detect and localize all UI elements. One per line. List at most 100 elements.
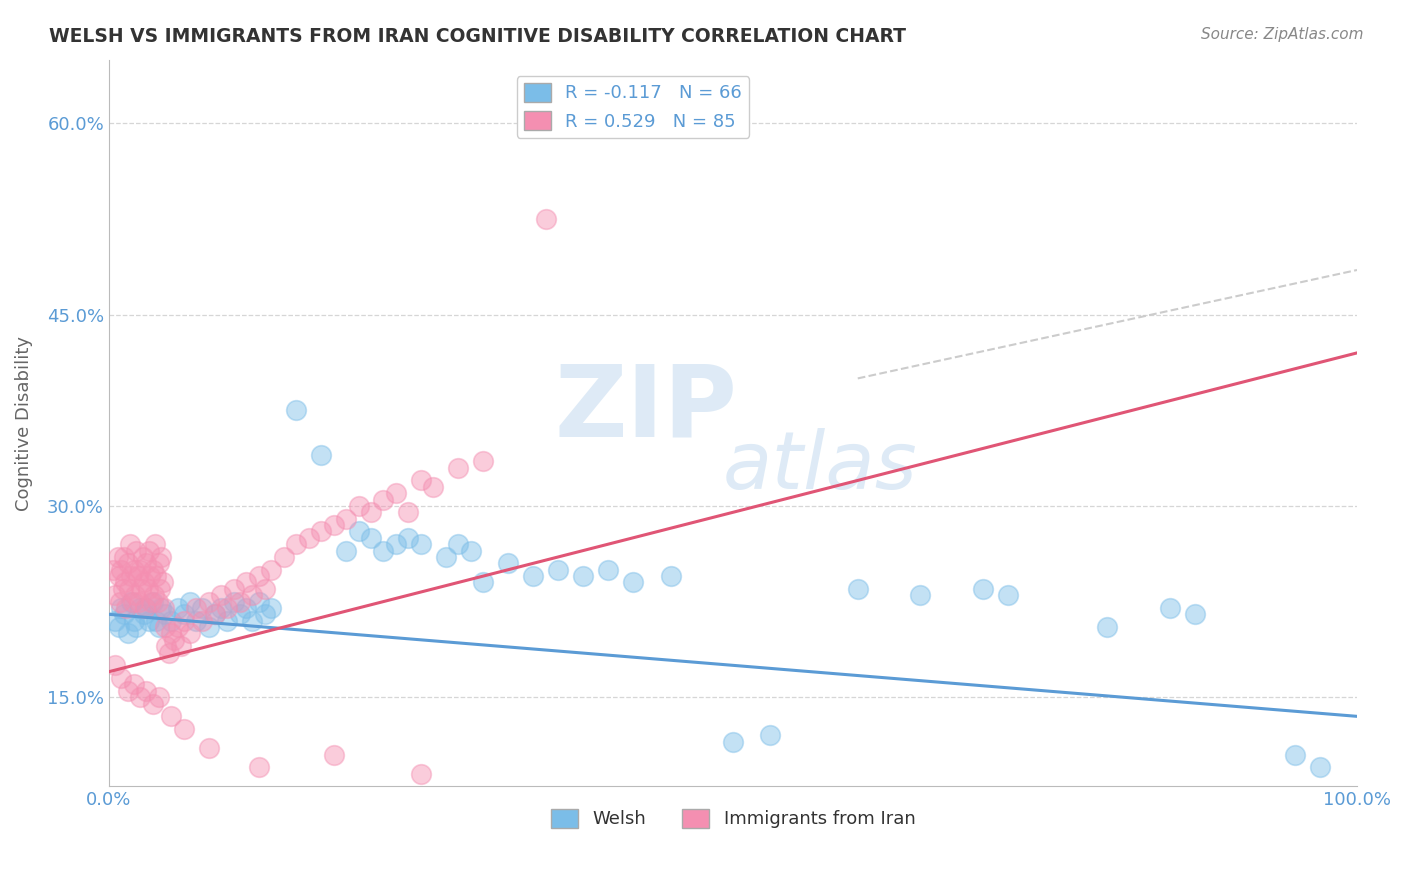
- Point: [129, 563, 152, 577]
- Point: [104, 588, 127, 602]
- Point: [170, 639, 193, 653]
- Point: [153, 607, 176, 622]
- Point: [285, 537, 308, 551]
- Point: [186, 614, 208, 628]
- Point: [152, 575, 174, 590]
- Point: [148, 557, 170, 571]
- Point: [160, 626, 183, 640]
- Point: [142, 563, 165, 577]
- Point: [1284, 747, 1306, 762]
- Point: [409, 474, 432, 488]
- Point: [335, 511, 357, 525]
- Point: [108, 594, 131, 608]
- Point: [242, 588, 264, 602]
- Point: [135, 601, 157, 615]
- Point: [145, 569, 167, 583]
- Point: [173, 607, 195, 622]
- Point: [191, 614, 214, 628]
- Point: [229, 594, 252, 608]
- Point: [142, 697, 165, 711]
- Point: [142, 588, 165, 602]
- Point: [125, 543, 148, 558]
- Point: [197, 741, 219, 756]
- Point: [145, 614, 167, 628]
- Point: [134, 601, 156, 615]
- Point: [598, 563, 620, 577]
- Point: [142, 594, 165, 608]
- Point: [135, 683, 157, 698]
- Point: [621, 575, 644, 590]
- Point: [373, 492, 395, 507]
- Point: [148, 690, 170, 705]
- Point: [125, 620, 148, 634]
- Point: [128, 594, 150, 608]
- Point: [173, 722, 195, 736]
- Point: [721, 735, 744, 749]
- Point: [124, 588, 146, 602]
- Point: [160, 614, 183, 628]
- Point: [285, 403, 308, 417]
- Point: [1184, 607, 1206, 622]
- Point: [120, 537, 142, 551]
- Point: [409, 766, 432, 780]
- Point: [117, 626, 139, 640]
- Point: [197, 594, 219, 608]
- Point: [217, 614, 239, 628]
- Point: [179, 594, 201, 608]
- Point: [191, 601, 214, 615]
- Point: [146, 594, 169, 608]
- Point: [117, 557, 139, 571]
- Point: [179, 626, 201, 640]
- Point: [222, 594, 245, 608]
- Point: [1309, 760, 1331, 774]
- Point: [373, 543, 395, 558]
- Point: [297, 531, 319, 545]
- Legend: Welsh, Immigrants from Iran: Welsh, Immigrants from Iran: [543, 802, 922, 836]
- Point: [522, 569, 544, 583]
- Point: [148, 620, 170, 634]
- Point: [1159, 601, 1181, 615]
- Point: [166, 620, 188, 634]
- Point: [163, 632, 186, 647]
- Point: [253, 582, 276, 596]
- Point: [108, 569, 131, 583]
- Point: [107, 549, 129, 564]
- Point: [460, 543, 482, 558]
- Point: [127, 569, 149, 583]
- Point: [110, 671, 132, 685]
- Point: [135, 557, 157, 571]
- Point: [108, 620, 131, 634]
- Point: [335, 543, 357, 558]
- Point: [247, 760, 270, 774]
- Point: [242, 614, 264, 628]
- Point: [197, 620, 219, 634]
- Point: [253, 607, 276, 622]
- Point: [122, 677, 145, 691]
- Point: [247, 594, 270, 608]
- Point: [150, 601, 173, 615]
- Point: [104, 658, 127, 673]
- Point: [149, 582, 172, 596]
- Text: atlas: atlas: [723, 427, 918, 506]
- Point: [260, 601, 283, 615]
- Point: [204, 607, 226, 622]
- Point: [659, 569, 682, 583]
- Point: [229, 607, 252, 622]
- Point: [112, 549, 135, 564]
- Point: [447, 537, 470, 551]
- Point: [110, 601, 132, 615]
- Point: [131, 582, 153, 596]
- Point: [132, 607, 155, 622]
- Point: [204, 607, 226, 622]
- Point: [247, 569, 270, 583]
- Point: [186, 601, 208, 615]
- Point: [422, 480, 444, 494]
- Point: [908, 588, 931, 602]
- Point: [385, 537, 408, 551]
- Point: [114, 575, 136, 590]
- Point: [118, 582, 141, 596]
- Point: [360, 531, 382, 545]
- Point: [434, 549, 457, 564]
- Point: [122, 563, 145, 577]
- Point: [534, 212, 557, 227]
